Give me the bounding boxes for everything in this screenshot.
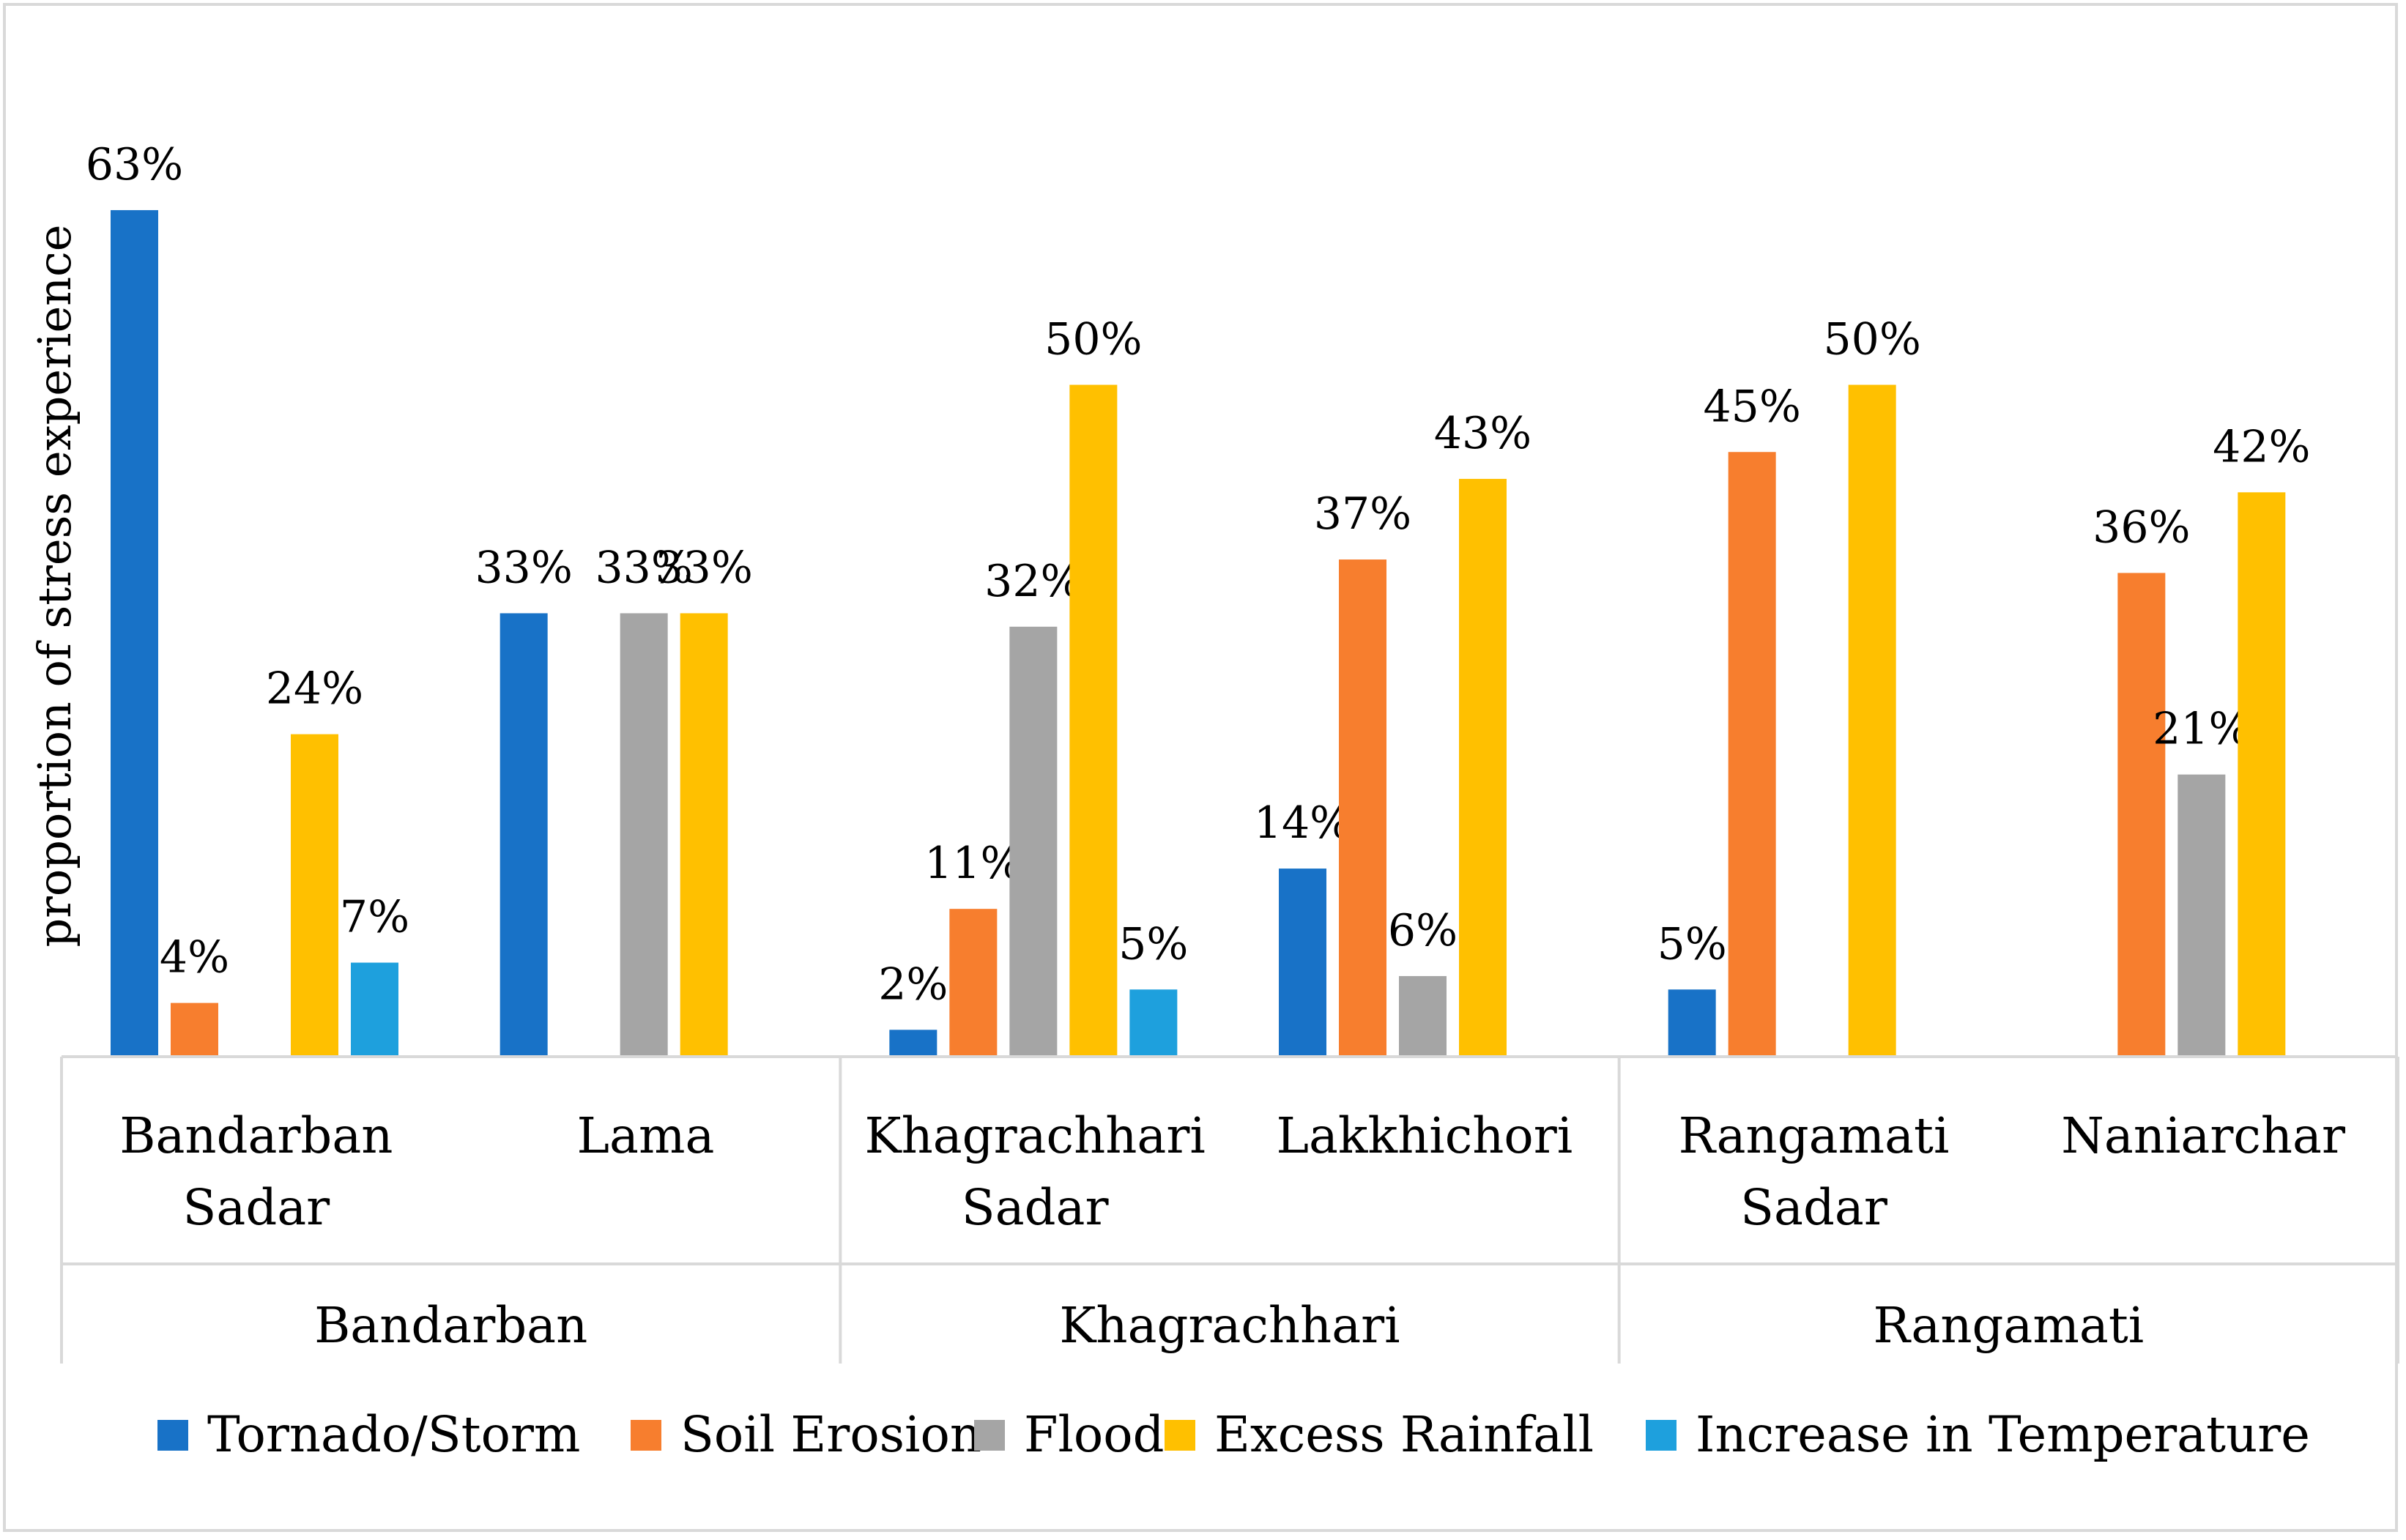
bar-rangamati-sadar-soil-erosion	[1728, 452, 1776, 1057]
legend-swatch-excess-rainfall	[1165, 1420, 1195, 1451]
data-label-naniarchar-soil-erosion: 36%	[2093, 502, 2190, 553]
x-tick-label-bandarban: Bandarban	[119, 1107, 393, 1164]
legend-label-flood: Flood	[1024, 1406, 1164, 1463]
bar-bandarban-sadar-tornado-storm	[111, 209, 158, 1057]
bar-khagrachhari-sadar-excess-rainfall	[1069, 384, 1118, 1057]
legend-label-increase-in-temperature: Increase in Temperature	[1696, 1406, 2310, 1463]
data-label-bandarban-sadar-tornado-storm: 63%	[86, 139, 183, 190]
data-label-lama-tornado-storm: 33%	[475, 542, 572, 593]
data-label-lakkhichori-tornado-storm: 14%	[1254, 797, 1351, 849]
legend-swatch-increase-in-temperature	[1646, 1420, 1677, 1451]
x-tick-label-lama: Lama	[577, 1107, 715, 1164]
data-label-khagrachhari-sadar-tornado-storm: 2%	[878, 959, 948, 1010]
bar-bandarban-sadar-increase-in-temperature	[351, 962, 398, 1057]
bar-khagrachhari-sadar-tornado-storm	[889, 1030, 937, 1057]
legend-label-excess-rainfall: Excess Rainfall	[1214, 1406, 1594, 1463]
group-label-khagrachhari: Khagrachhari	[1059, 1297, 1400, 1354]
data-label-khagrachhari-sadar-increase-in-temperature: 5%	[1118, 918, 1188, 970]
data-label-lama-flood: 33%	[595, 542, 692, 593]
x-tick-label-rangamati: Rangamati	[1679, 1107, 1950, 1164]
data-label-naniarchar-excess-rainfall: 42%	[2213, 421, 2310, 472]
bar-lakkhichori-flood	[1399, 975, 1447, 1057]
legend-swatch-tornado-storm	[157, 1420, 188, 1451]
bar-khagrachhari-sadar-soil-erosion	[949, 909, 998, 1057]
bar-khagrachhari-sadar-increase-in-temperature	[1129, 989, 1178, 1057]
bar-khagrachhari-sadar-flood	[1009, 626, 1058, 1057]
group-label-rangamati: Rangamati	[1873, 1297, 2144, 1354]
legend-swatch-soil-erosion	[631, 1420, 661, 1451]
bar-lakkhichori-excess-rainfall	[1459, 478, 1507, 1057]
bar-naniarchar-flood	[2177, 774, 2226, 1057]
data-label-bandarban-sadar-excess-rainfall: 24%	[266, 663, 363, 715]
bar-rangamati-sadar-excess-rainfall	[1848, 384, 1896, 1057]
x-tick-label-khagrachhari: Khagrachhari	[865, 1107, 1206, 1164]
legend-label-soil-erosion: Soil Erosion	[680, 1406, 981, 1463]
bar-bandarban-sadar-excess-rainfall	[291, 734, 338, 1057]
bar-lama-tornado-storm	[500, 613, 548, 1057]
data-label-naniarchar-flood: 21%	[2153, 704, 2250, 755]
bar-lama-flood	[620, 613, 668, 1057]
group-label-bandarban: Bandarban	[314, 1297, 587, 1354]
x-tick-label-lakkhichori: Lakkhichori	[1276, 1107, 1573, 1164]
bar-lakkhichori-soil-erosion	[1339, 559, 1386, 1057]
bar-rangamati-sadar-tornado-storm	[1668, 989, 1716, 1057]
legend-label-tornado-storm: Tornado/Storm	[207, 1406, 580, 1463]
data-label-khagrachhari-sadar-flood: 32%	[984, 556, 1082, 607]
bar-lakkhichori-tornado-storm	[1279, 868, 1326, 1057]
chart-frame	[3, 3, 2398, 1532]
data-label-rangamati-sadar-excess-rainfall: 50%	[1823, 314, 1920, 365]
x-tick-label-sadar: Sadar	[1740, 1179, 1888, 1236]
data-label-bandarban-sadar-increase-in-temperature: 7%	[340, 892, 409, 943]
bar-naniarchar-excess-rainfall	[2238, 492, 2286, 1057]
data-label-lakkhichori-excess-rainfall: 43%	[1434, 408, 1531, 459]
data-label-bandarban-sadar-soil-erosion: 4%	[160, 932, 229, 983]
data-label-lakkhichori-flood: 6%	[1388, 905, 1458, 956]
data-label-khagrachhari-sadar-soil-erosion: 11%	[924, 838, 1022, 889]
y-axis-label: proportion of stress experience	[28, 225, 81, 948]
data-label-rangamati-sadar-soil-erosion: 45%	[1703, 381, 1800, 432]
data-label-khagrachhari-sadar-excess-rainfall: 50%	[1044, 314, 1142, 365]
x-tick-label-sadar: Sadar	[182, 1179, 330, 1236]
legend-swatch-flood	[974, 1420, 1005, 1451]
data-label-rangamati-sadar-tornado-storm: 5%	[1657, 918, 1727, 970]
data-label-lakkhichori-soil-erosion: 37%	[1314, 488, 1411, 540]
bar-lama-excess-rainfall	[680, 613, 728, 1057]
x-tick-label-sadar: Sadar	[962, 1179, 1110, 1236]
bar-naniarchar-soil-erosion	[2117, 573, 2166, 1057]
x-tick-label-naniarchar: Naniarchar	[2061, 1107, 2346, 1164]
bar-bandarban-sadar-soil-erosion	[171, 1003, 218, 1057]
data-label-lama-excess-rainfall: 33%	[655, 542, 752, 593]
